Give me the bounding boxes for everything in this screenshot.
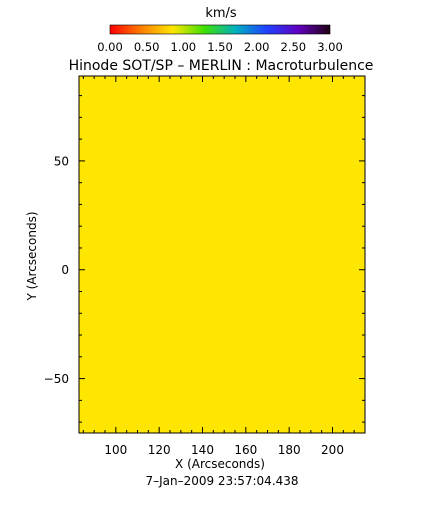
x-axis-label: X (Arcseconds) (175, 457, 265, 471)
colorbar-tick-label: 3.00 (317, 40, 343, 54)
y-tick-label: −50 (44, 372, 69, 386)
y-axis-label: Y (Arcseconds) (25, 211, 39, 301)
timestamp: 7–Jan–2009 23:57:04.438 (145, 474, 298, 488)
y-tick-label: 50 (54, 154, 69, 168)
x-tick-label: 140 (191, 443, 214, 457)
colorbar-tick-labels: 0.00 0.50 1.00 1.50 2.00 2.50 3.00 (97, 40, 343, 54)
plot-frame (78, 75, 366, 434)
x-tick-label: 200 (321, 443, 344, 457)
colorbar-tick-label: 1.00 (171, 40, 197, 54)
chart-title: Hinode SOT/SP – MERLIN : Macroturbulence (69, 58, 374, 74)
x-tick-label: 160 (234, 443, 257, 457)
macroturbulence-map (79, 76, 365, 433)
x-tick-label: 180 (278, 443, 301, 457)
colorbar-tick-label: 2.00 (244, 40, 270, 54)
x-tick-label: 120 (148, 443, 171, 457)
y-tick-label: 0 (61, 263, 69, 277)
colorbar-tick-label: 2.50 (281, 40, 307, 54)
colorbar-tick-label: 0.50 (134, 40, 160, 54)
x-tick-label: 100 (104, 443, 127, 457)
colorbar-tick-label: 0.00 (97, 40, 123, 54)
colorbar-tick-label: 1.50 (207, 40, 233, 54)
colorbar (109, 24, 331, 35)
x-axis-ticks: 100 120 140 160 180 200 (82, 76, 366, 457)
colorbar-unit-label: km/s (205, 6, 237, 21)
y-axis-ticks: −50 0 50 (44, 95, 365, 423)
